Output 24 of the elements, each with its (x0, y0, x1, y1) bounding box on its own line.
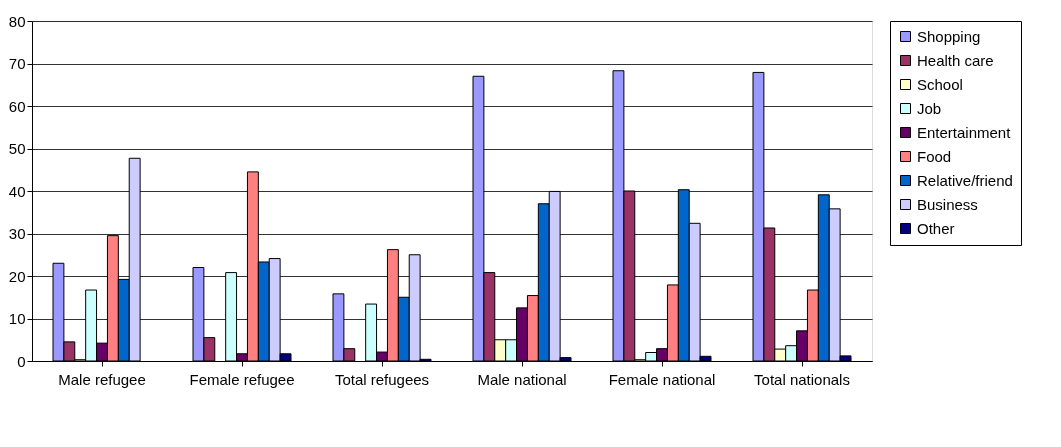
y-tick-label: 70 (8, 55, 26, 72)
y-tick-label: 50 (8, 140, 26, 157)
y-tick-label: 80 (8, 12, 26, 30)
y-tick-label: 20 (8, 267, 26, 285)
legend-label: Other (917, 219, 955, 237)
y-tick-label: 0 (17, 352, 26, 370)
legend-label: Food (917, 147, 952, 165)
legend-label: Health care (917, 51, 994, 69)
legend-label: Shopping (917, 27, 981, 45)
x-tick-label: Female national (608, 370, 716, 388)
y-tick-label: 60 (8, 97, 26, 115)
y-tick-label: 30 (8, 225, 26, 242)
y-tick-label: 10 (8, 310, 26, 327)
x-tick-label: Total refugees (334, 370, 430, 388)
x-tick-label: Male national (477, 370, 567, 388)
legend-label: Entertainment (917, 123, 1012, 141)
x-tick-label: Total nationals (754, 370, 850, 388)
legend-label: Relative/friend (917, 171, 1013, 189)
legend-label: Job (917, 99, 942, 117)
x-tick-label: Male refugee (58, 370, 146, 388)
legend-label: School (917, 75, 963, 93)
legend-label: Business (917, 195, 978, 213)
y-tick-label: 40 (8, 182, 26, 200)
x-tick-label: Female refugee (189, 370, 295, 388)
